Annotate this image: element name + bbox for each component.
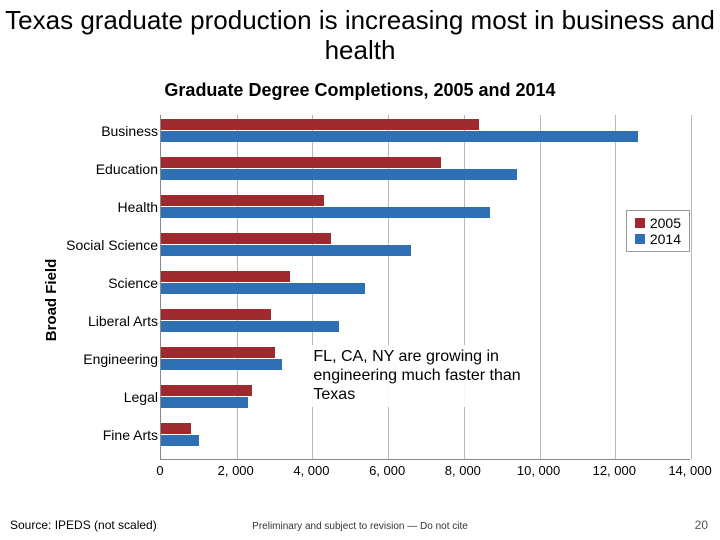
legend-item-2005: 2005: [635, 215, 681, 231]
category-label: Health: [38, 199, 158, 215]
x-tick-label: 8, 000: [445, 463, 481, 478]
category-label: Fine Arts: [38, 427, 158, 443]
bar-2014: [161, 435, 199, 446]
bar-2005: [161, 309, 271, 320]
page-number: 20: [695, 518, 708, 532]
bar-2005: [161, 385, 252, 396]
bar-2014: [161, 397, 248, 408]
chart-container: Broad Field 02, 0004, 0006, 0008, 00010,…: [30, 115, 700, 485]
gridline: [540, 115, 541, 459]
category-label: Legal: [38, 389, 158, 405]
bar-2014: [161, 207, 490, 218]
legend-label-2014: 2014: [650, 231, 681, 247]
legend-swatch-2005: [635, 218, 645, 228]
bar-2005: [161, 157, 441, 168]
annotation-text: FL, CA, NY are growing in engineering mu…: [311, 345, 531, 407]
chart-subtitle: Graduate Degree Completions, 2005 and 20…: [0, 80, 720, 101]
category-label: Business: [38, 123, 158, 139]
bar-2005: [161, 347, 275, 358]
slide-title: Texas graduate production is increasing …: [0, 6, 720, 66]
bar-2005: [161, 423, 191, 434]
bar-2005: [161, 271, 290, 282]
footer-note: Preliminary and subject to revision — Do…: [252, 521, 468, 532]
category-label: Science: [38, 275, 158, 291]
bar-2014: [161, 283, 365, 294]
category-label: Engineering: [38, 351, 158, 367]
bar-2014: [161, 321, 339, 332]
x-tick-label: 14, 000: [668, 463, 711, 478]
plot-area: [160, 115, 690, 460]
bar-2005: [161, 195, 324, 206]
x-tick-label: 10, 000: [517, 463, 560, 478]
gridline: [464, 115, 465, 459]
x-tick-label: 0: [156, 463, 163, 478]
x-axis-ticks: 02, 0004, 0006, 0008, 00010, 00012, 0001…: [160, 463, 690, 483]
category-label: Liberal Arts: [38, 313, 158, 329]
bar-2014: [161, 245, 411, 256]
legend-swatch-2014: [635, 234, 645, 244]
x-tick-label: 12, 000: [593, 463, 636, 478]
category-label: Education: [38, 161, 158, 177]
x-tick-label: 6, 000: [369, 463, 405, 478]
bar-2014: [161, 169, 517, 180]
gridline: [615, 115, 616, 459]
legend-item-2014: 2014: [635, 231, 681, 247]
gridline: [691, 115, 692, 459]
slide: Texas graduate production is increasing …: [0, 0, 720, 540]
bar-2014: [161, 359, 282, 370]
source-text: Source: IPEDS (not scaled): [10, 518, 157, 532]
bar-2005: [161, 119, 479, 130]
x-tick-label: 2, 000: [218, 463, 254, 478]
legend-label-2005: 2005: [650, 215, 681, 231]
category-label: Social Science: [38, 237, 158, 253]
bar-2014: [161, 131, 638, 142]
bar-2005: [161, 233, 331, 244]
x-tick-label: 4, 000: [293, 463, 329, 478]
legend: 2005 2014: [626, 210, 690, 252]
